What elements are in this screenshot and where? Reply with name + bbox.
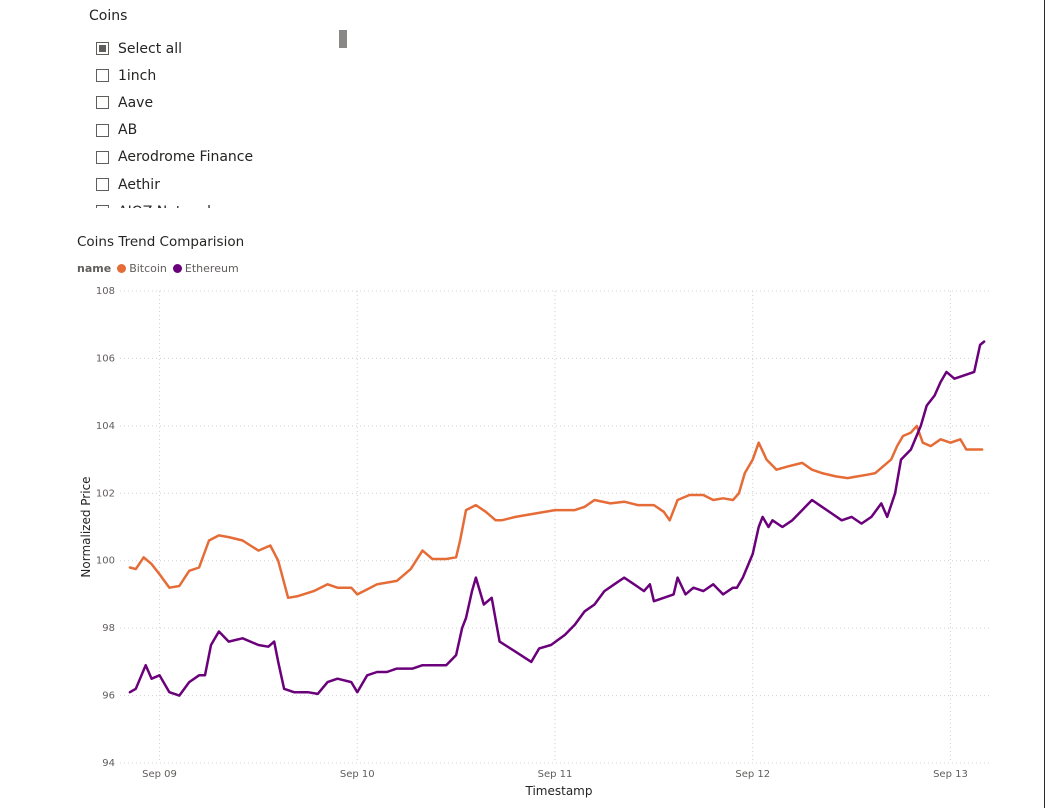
slicer-item[interactable]: AB [96,117,356,144]
slicer-item[interactable]: Aethir [96,171,356,198]
x-axis-title: Timestamp [525,784,593,798]
checkbox[interactable] [96,205,109,208]
checkbox[interactable] [96,69,109,83]
checkbox[interactable] [96,96,109,110]
legend-label-ethereum: Ethereum [184,262,239,275]
x-tick-label: Sep 11 [538,769,573,780]
coins-slicer: Coins Select all 1inch Aave AB Aerodrome Fin… [86,4,386,208]
slicer-item-label: 1inch [118,67,157,84]
slicer-title: Coins [89,8,128,24]
legend-item-ethereum[interactable]: Ethereum [172,262,239,275]
slicer-list[interactable]: Select all 1inch Aave AB Aerodrome Finance Ae… [96,35,356,208]
x-tick-label: Sep 13 [933,769,968,780]
y-tick-label: 100 [96,556,115,567]
slicer-item-label: AIOZ Network [118,204,215,208]
x-tick-label: Sep 10 [340,769,375,780]
legend-label-bitcoin: Bitcoin [129,262,167,275]
y-tick-label: 98 [102,623,115,634]
chart-legend: name Bitcoin Ethereum [77,262,245,275]
slicer-item-label: Aave [118,94,154,111]
slicer-item[interactable]: AIOZ Network [96,198,356,208]
checkbox[interactable] [96,42,109,56]
y-axis-title: Normalized Price [79,476,93,577]
y-tick-label: 102 [96,488,115,499]
slicer-item-label: Select all [118,40,182,57]
checkbox[interactable] [96,150,109,164]
y-tick-label: 96 [102,691,115,702]
slicer-item[interactable]: Aave [96,89,356,116]
chart-title: Coins Trend Comparision [77,234,245,250]
x-tick-label: Sep 09 [142,769,177,780]
y-tick-label: 108 [96,286,115,297]
slicer-item[interactable]: Select all [96,35,356,62]
legend-dot-bitcoin-icon [117,264,127,273]
y-tick-label: 104 [96,421,115,432]
slicer-item-label: Aethir [118,176,160,193]
series-line-ethereum [128,340,986,697]
legend-key: name [77,262,112,275]
slicer-item-label: Aerodrome Finance [118,149,254,166]
checkbox[interactable] [96,178,109,192]
legend-item-bitcoin[interactable]: Bitcoin [117,262,167,275]
legend-dot-ethereum-icon [172,264,182,273]
x-tick-label: Sep 12 [735,769,770,780]
slicer-scrollbar[interactable] [339,30,347,48]
slicer-item-label: AB [118,122,138,139]
checkbox[interactable] [96,123,109,137]
pane-border [1044,0,1045,808]
slicer-item[interactable]: 1inch [96,62,356,89]
y-tick-label: 94 [102,758,115,769]
checkbox-partial-icon [99,45,106,53]
slicer-item[interactable]: Aerodrome Finance [96,144,356,171]
y-tick-label: 106 [96,353,115,364]
series-line-bitcoin [128,424,984,600]
